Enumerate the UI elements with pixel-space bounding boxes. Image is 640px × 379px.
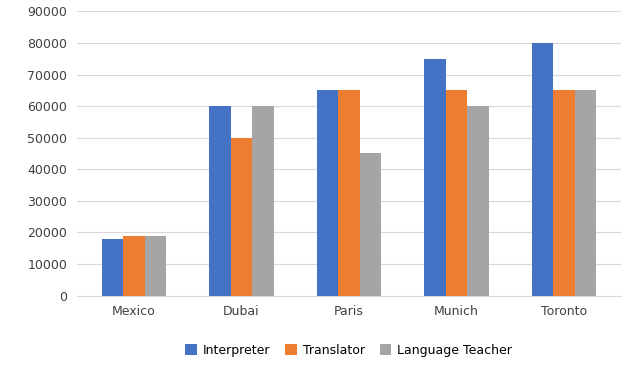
Bar: [532, 43, 553, 296]
Bar: [360, 153, 381, 296]
Bar: [123, 236, 145, 296]
Bar: [575, 90, 596, 296]
Bar: [102, 239, 123, 296]
Bar: [145, 236, 166, 296]
Bar: [553, 90, 575, 296]
Bar: [252, 106, 273, 296]
Bar: [467, 106, 488, 296]
Bar: [445, 90, 467, 296]
Bar: [230, 138, 252, 296]
Legend: Interpreter, Translator, Language Teacher: Interpreter, Translator, Language Teache…: [180, 339, 517, 362]
Bar: [424, 59, 445, 296]
Bar: [338, 90, 360, 296]
Bar: [317, 90, 338, 296]
Bar: [209, 106, 230, 296]
